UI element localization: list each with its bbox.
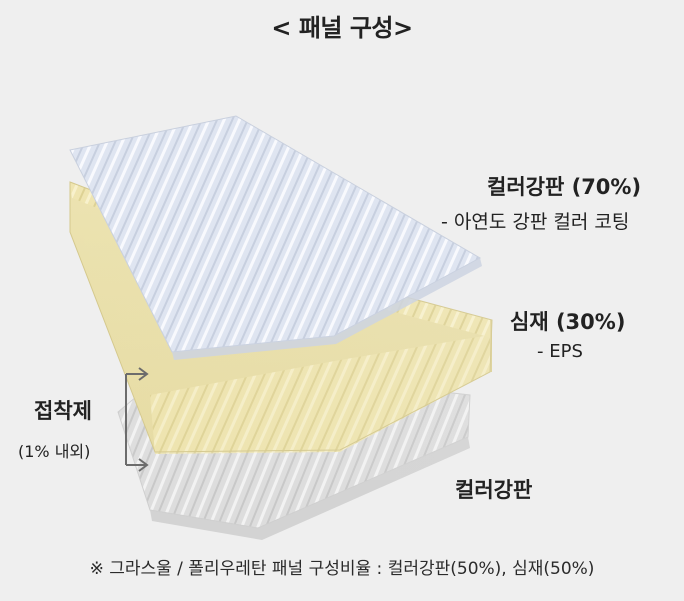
top-layer-description: - 아연도 강판 컬러 코팅 [441, 211, 630, 233]
bottom-layer-title: 컬러강판 [455, 478, 533, 502]
adhesive-description: (1% 내외) [18, 442, 91, 461]
arrow-right-icon [138, 458, 149, 472]
top-layer-title: 컬러강판 (70%) [487, 175, 642, 199]
core-layer-description: - EPS [537, 341, 583, 362]
composition-footnote: ※ 그라스울 / 폴리우레탄 패널 구성비율 : 컬러강판(50%), 심재(5… [89, 559, 595, 579]
core-layer-title: 심재 (30%) [510, 310, 626, 334]
top-sheet-layer [69, 115, 482, 360]
adhesive-title: 접착제 [34, 399, 92, 423]
adhesive-bracket [125, 367, 149, 472]
arrow-right-icon [138, 367, 149, 381]
page-title: < 패널 구성> [271, 14, 413, 42]
